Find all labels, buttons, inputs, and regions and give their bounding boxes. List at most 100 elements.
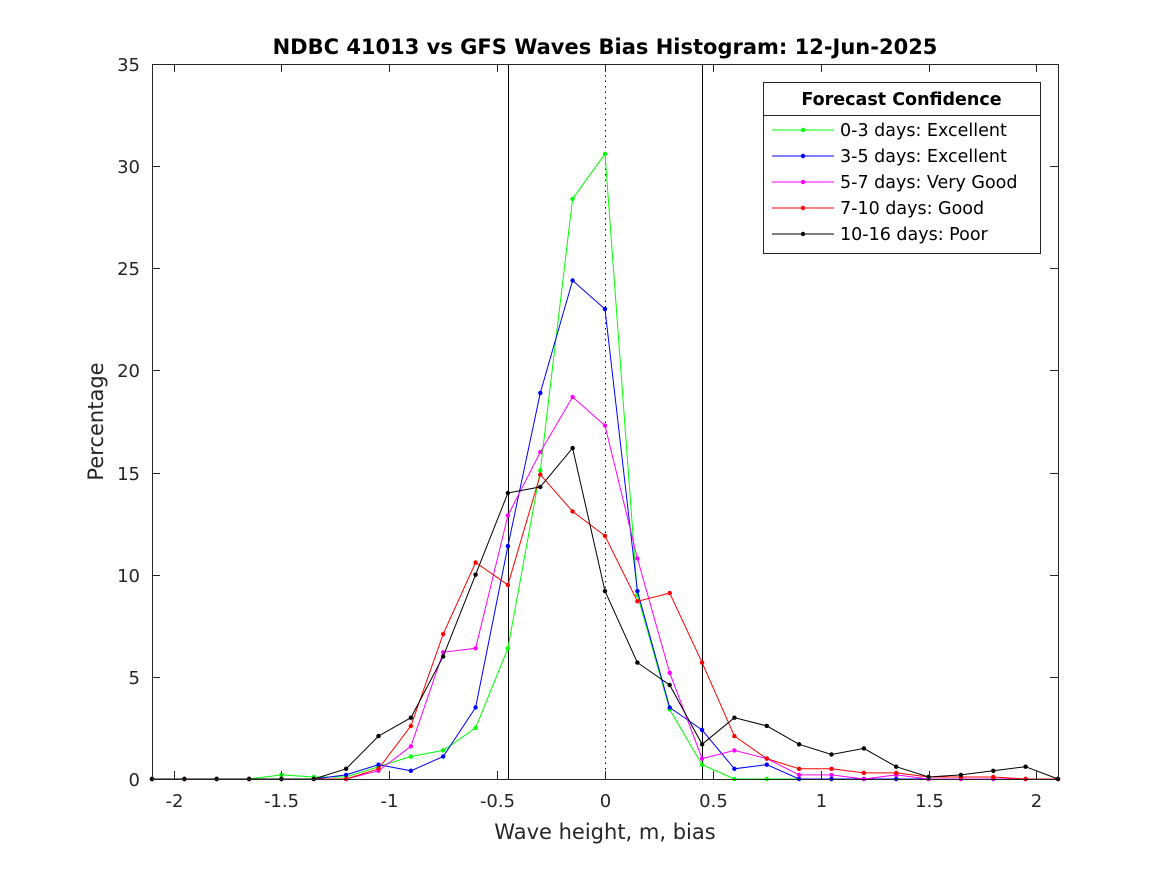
x-tick-label: -1 bbox=[381, 791, 399, 812]
x-tick-label: 1.5 bbox=[915, 791, 944, 812]
y-axis-label: Percentage bbox=[84, 362, 108, 480]
data-point bbox=[441, 754, 446, 759]
legend-item-4: 10-16 days: Poor bbox=[772, 225, 989, 245]
data-point bbox=[732, 733, 737, 739]
x-axis-label: Wave height, m, bias bbox=[494, 820, 715, 844]
data-point bbox=[699, 756, 705, 761]
data-point bbox=[408, 768, 414, 773]
data-point bbox=[538, 484, 543, 490]
data-point bbox=[473, 705, 478, 710]
data-point bbox=[538, 468, 543, 473]
data-point bbox=[991, 768, 996, 773]
reference-lines bbox=[508, 64, 703, 779]
data-point bbox=[505, 513, 511, 518]
y-tick-label: 30 bbox=[117, 157, 140, 178]
data-point bbox=[829, 752, 834, 757]
data-point bbox=[764, 756, 769, 761]
data-point bbox=[408, 754, 414, 759]
data-point bbox=[699, 727, 705, 733]
data-point bbox=[667, 590, 672, 596]
x-tick-label: 0 bbox=[600, 791, 611, 812]
legend-items: 0-3 days: Excellent 3-5 days: Excellent 5-… bbox=[772, 121, 1018, 245]
legend-label: 10-16 days: Poor bbox=[840, 225, 989, 245]
data-point bbox=[635, 588, 640, 594]
data-point bbox=[829, 772, 834, 778]
data-point bbox=[538, 449, 543, 455]
legend-item-3: 7-10 days: Good bbox=[772, 199, 984, 219]
legend: Forecast Confidence 0-3 days: Excellent 3… bbox=[763, 82, 1041, 254]
data-point bbox=[505, 646, 511, 651]
data-point bbox=[764, 723, 769, 729]
legend-marker bbox=[800, 231, 806, 237]
y-tick-label: 25 bbox=[117, 259, 140, 280]
data-point bbox=[667, 705, 672, 710]
data-point bbox=[796, 742, 802, 747]
data-point bbox=[408, 715, 414, 720]
data-point bbox=[796, 766, 802, 771]
data-point bbox=[635, 660, 640, 665]
data-point bbox=[538, 390, 543, 396]
legend-title: Forecast Confidence bbox=[801, 90, 1001, 110]
y-tick-label: 35 bbox=[117, 55, 140, 76]
legend-box bbox=[763, 82, 1041, 254]
legend-label: 7-10 days: Good bbox=[840, 199, 984, 219]
data-point bbox=[1023, 764, 1028, 769]
legend-item-2: 5-7 days: Very Good bbox=[772, 173, 1018, 193]
data-point bbox=[538, 472, 543, 477]
legend-item-1: 3-5 days: Excellent bbox=[772, 147, 1007, 167]
data-point bbox=[602, 306, 608, 312]
data-point bbox=[667, 670, 672, 675]
y-tick-label: 5 bbox=[129, 668, 140, 689]
data-point bbox=[732, 748, 737, 753]
data-point bbox=[699, 660, 705, 665]
data-point bbox=[473, 560, 478, 565]
data-point bbox=[958, 772, 964, 778]
data-point bbox=[602, 151, 608, 157]
data-point bbox=[635, 556, 640, 561]
legend-marker bbox=[800, 179, 806, 185]
data-point bbox=[505, 582, 511, 588]
data-point bbox=[376, 766, 381, 771]
legend-marker bbox=[800, 205, 806, 211]
data-point bbox=[699, 762, 705, 767]
y-tick-label: 0 bbox=[129, 770, 140, 791]
data-point bbox=[408, 744, 414, 749]
data-point bbox=[894, 770, 899, 776]
data-point bbox=[570, 196, 575, 201]
data-point bbox=[343, 772, 349, 778]
data-point bbox=[894, 764, 899, 769]
x-tick-label: 0.5 bbox=[699, 791, 728, 812]
x-tick-label: -1.5 bbox=[264, 791, 299, 812]
x-tick-label: 1 bbox=[816, 791, 827, 812]
data-point bbox=[473, 725, 478, 731]
data-point bbox=[570, 445, 575, 451]
data-point bbox=[441, 631, 446, 637]
x-tick-label: -2 bbox=[166, 791, 184, 812]
y-tick-label: 20 bbox=[117, 361, 140, 382]
data-point bbox=[667, 682, 672, 688]
legend-label: 3-5 days: Excellent bbox=[840, 147, 1007, 167]
data-point bbox=[505, 490, 511, 496]
data-point bbox=[376, 762, 381, 767]
data-point bbox=[570, 509, 575, 514]
data-point bbox=[473, 572, 478, 577]
data-point bbox=[861, 770, 867, 776]
data-point bbox=[991, 774, 996, 780]
legend-marker bbox=[800, 127, 806, 133]
data-point bbox=[602, 533, 608, 539]
data-point bbox=[473, 646, 478, 651]
x-tick-label: -0.5 bbox=[480, 791, 515, 812]
data-point bbox=[861, 746, 867, 751]
data-point bbox=[699, 742, 705, 747]
data-point bbox=[796, 772, 802, 778]
data-point bbox=[732, 766, 737, 771]
legend-marker bbox=[800, 153, 806, 159]
data-point bbox=[570, 394, 575, 400]
data-point bbox=[408, 723, 414, 729]
data-point bbox=[926, 774, 931, 780]
y-tick-label: 10 bbox=[117, 566, 140, 587]
data-point bbox=[505, 543, 511, 549]
data-point bbox=[570, 278, 575, 283]
